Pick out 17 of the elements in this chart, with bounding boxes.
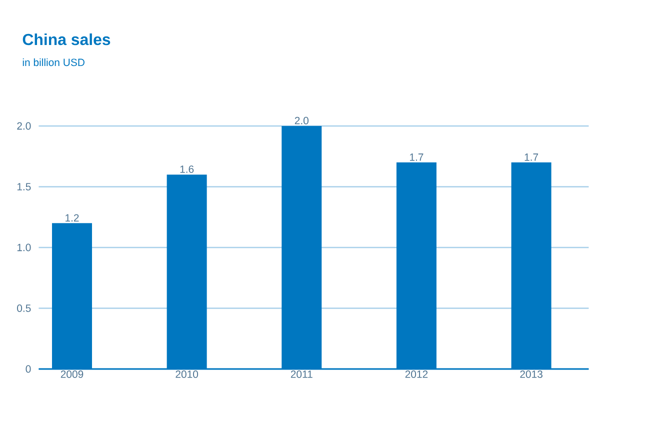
chart-title: China sales xyxy=(22,33,110,46)
y-tick-label: 1.0 xyxy=(17,244,31,252)
data-label: 1.7 xyxy=(410,154,424,161)
chart-subtitle: in billion USD xyxy=(22,58,84,66)
x-tick-label: 2011 xyxy=(290,370,312,378)
data-label: 1.6 xyxy=(180,165,194,173)
x-tick-label: 2012 xyxy=(405,370,428,378)
x-tick-label: 2013 xyxy=(520,370,542,378)
y-tick-label: 2.0 xyxy=(17,122,31,130)
data-label: 2.0 xyxy=(294,116,309,124)
y-tick-label: 1.5 xyxy=(17,183,31,190)
y-tick-label: 0 xyxy=(26,365,31,373)
data-label: 1.2 xyxy=(66,214,79,222)
x-tick-label: 2010 xyxy=(176,370,198,378)
x-tick-label: 2009 xyxy=(60,370,84,378)
y-tick-label: 0.5 xyxy=(17,304,31,312)
data-label: 1.7 xyxy=(524,154,538,161)
